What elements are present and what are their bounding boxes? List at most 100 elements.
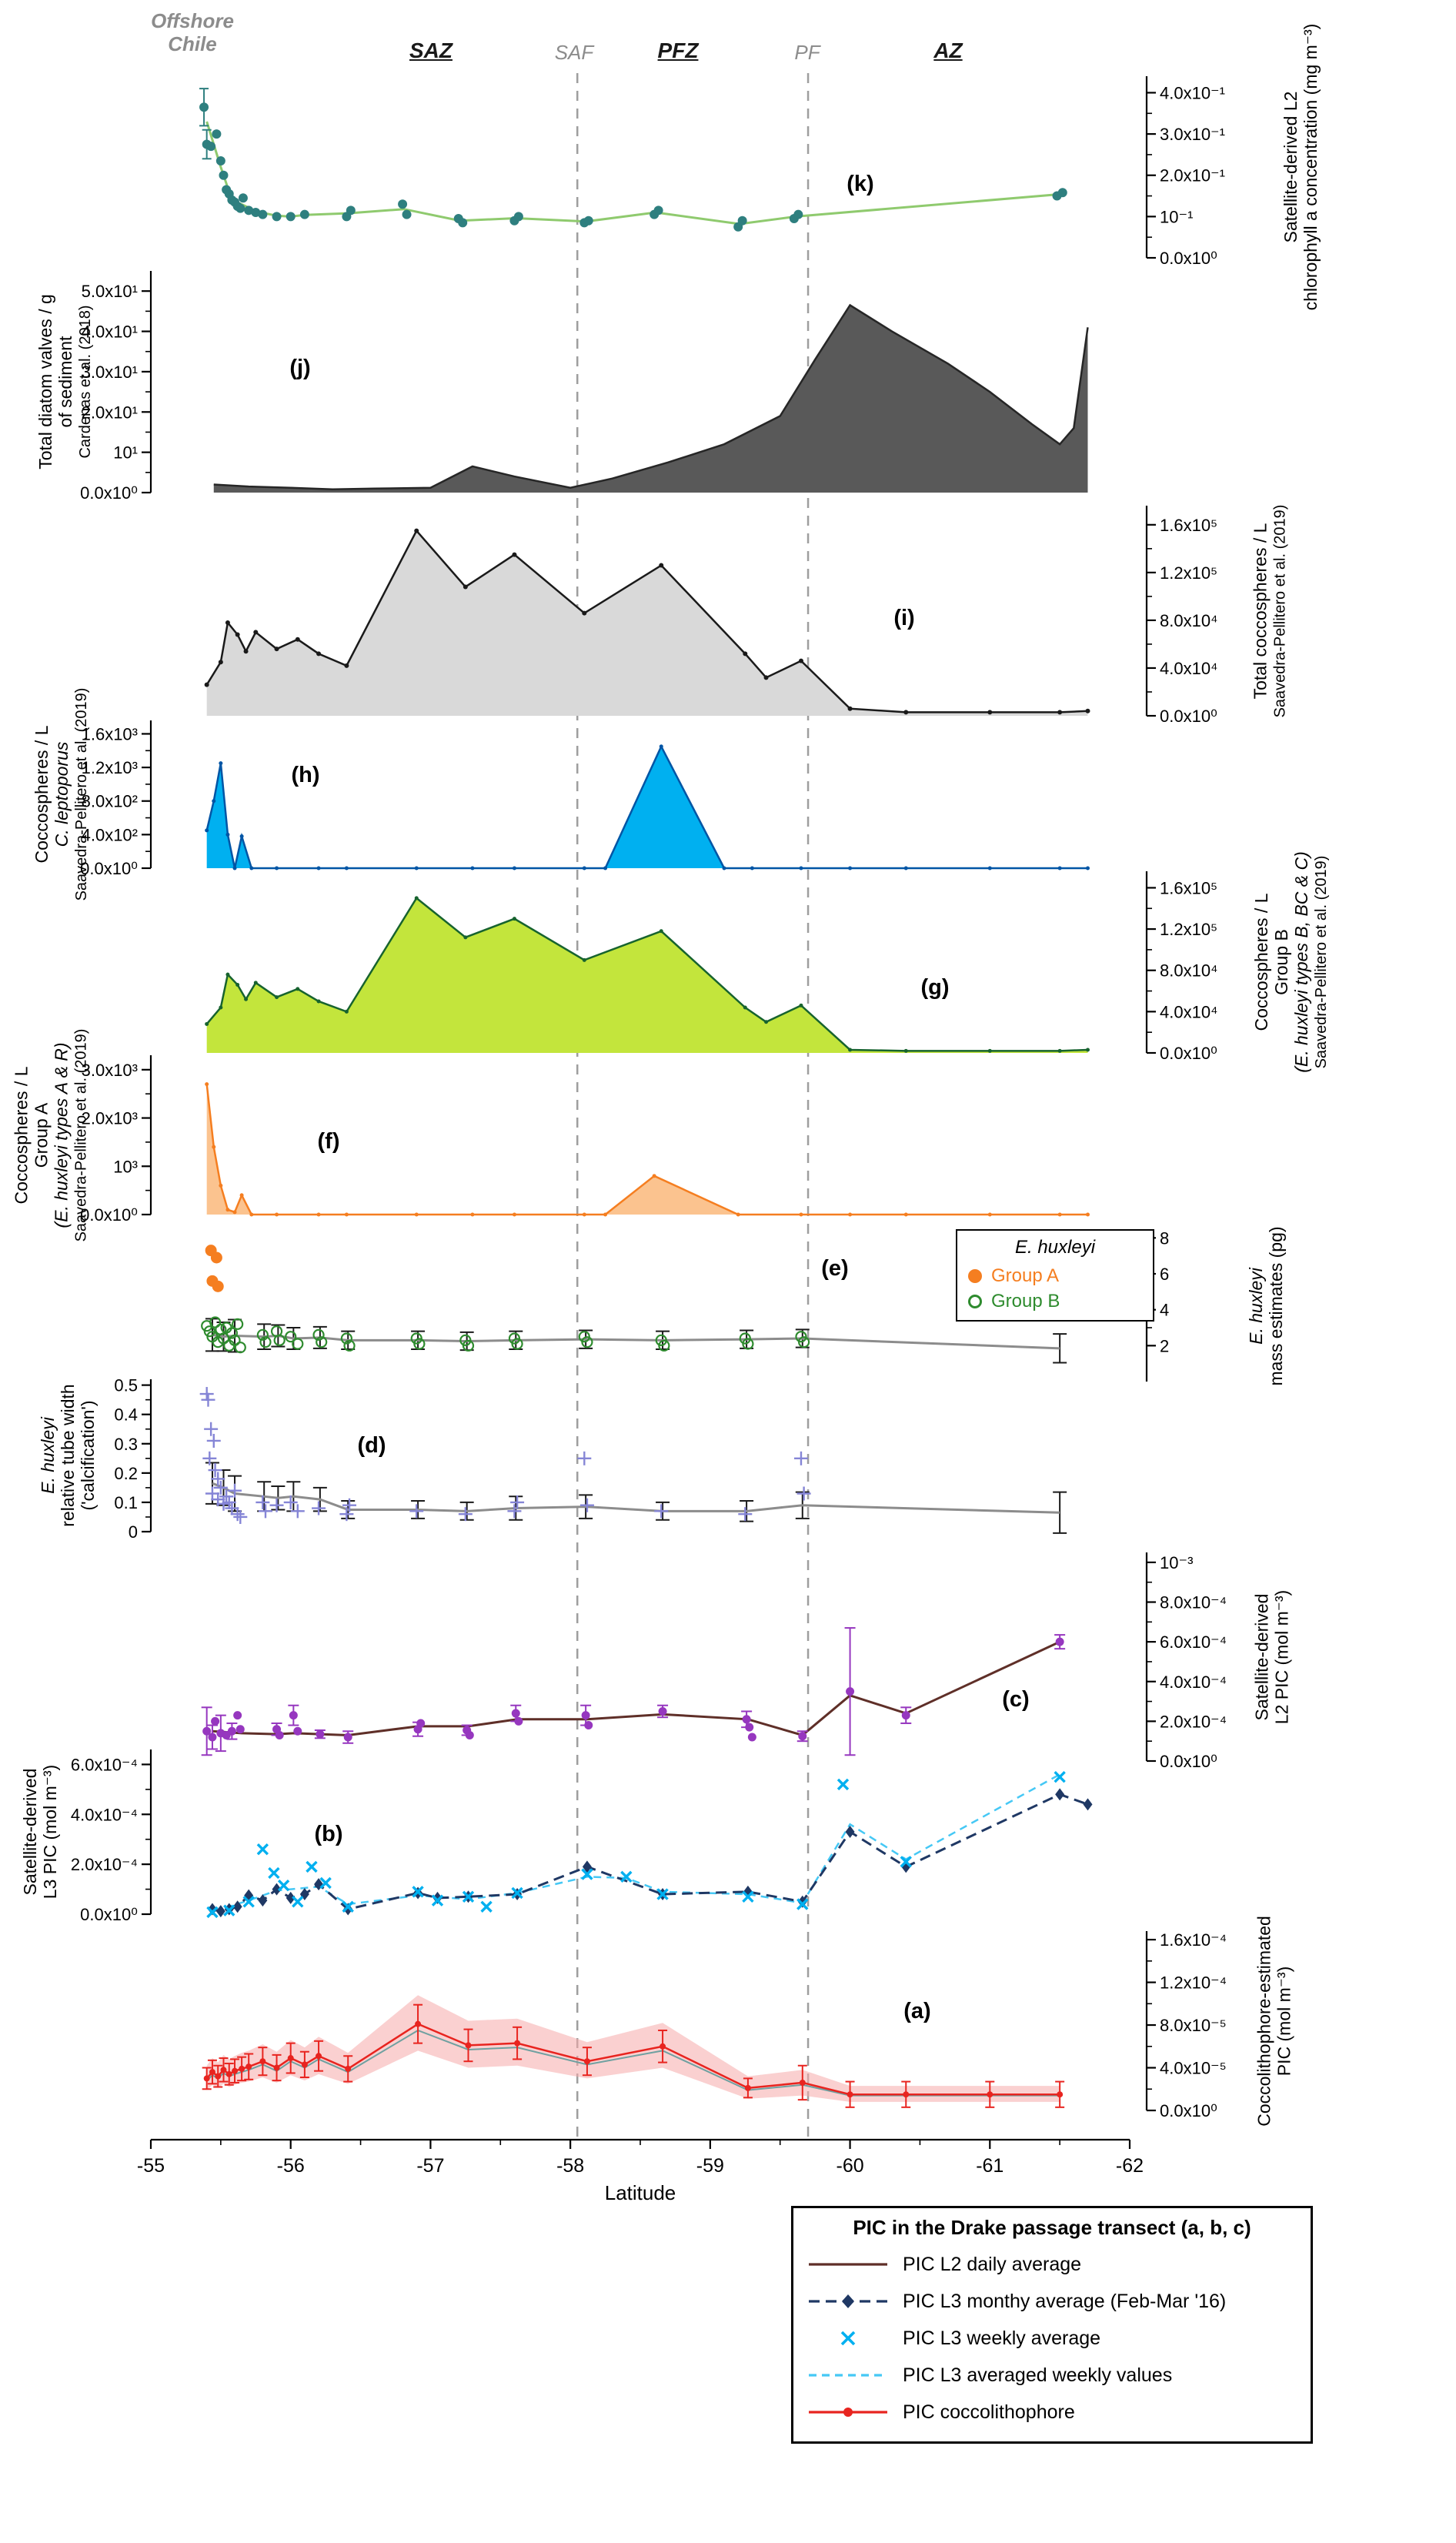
zone-label-saz: SAZ bbox=[409, 38, 452, 62]
panel-j-axis: 5.0x10¹ 4.0x10¹ 3.0x10¹ 2.0x10¹ 10¹ 0.0x10⁰ bbox=[80, 271, 152, 503]
panel-a-axis: 1.6x10⁻⁴ 1.2x10⁻⁴ 8.0x10⁻⁵ 4.0x10⁻⁵ 0.0x10⁰ bbox=[1145, 1930, 1227, 2120]
panel-letter-g: (g) bbox=[920, 975, 949, 1000]
panel-d-axis: 0.5 0.4 0.3 0.2 0.1 0 bbox=[114, 1376, 152, 1542]
panel-j: 5.0x10¹ 4.0x10¹ 3.0x10¹ 2.0x10¹ 10¹ 0.0x10⁰ (j… bbox=[80, 271, 1089, 503]
axis-title-g: Coccospheres / L Group B (E. huxleyi types… bbox=[1251, 771, 1331, 1153]
tick-label-k: 3.0x10⁻¹ bbox=[1160, 125, 1225, 144]
tick-label-c: 10⁻³ bbox=[1160, 1553, 1193, 1572]
panel-i: 1.6x10⁵ 1.2x10⁵ 8.0x10⁴ 4.0x10⁴ 0.0x10⁰ (i) bbox=[204, 506, 1218, 726]
tick-label-h: 8.0x10² bbox=[82, 792, 138, 811]
tick-label-a: 1.2x10⁻⁴ bbox=[1160, 1973, 1227, 1993]
panel-f-axis: 3.0x10³ 2.0x10³ 10³ 0.0x10⁰ bbox=[80, 1055, 152, 1225]
axis-title-e: E. huxleyi mass estimates (pg) bbox=[1246, 1131, 1286, 1482]
pic-legend: PIC in the Drake passage transect (a, b,… bbox=[791, 2206, 1313, 2444]
series-pic-l2-daily bbox=[212, 1640, 1060, 1737]
x-tick-label: -60 bbox=[837, 2155, 864, 2177]
panel-f: 3.0x10³ 2.0x10³ 10³ 0.0x10⁰ (f) bbox=[80, 1055, 1090, 1225]
axis-title-line: Saavedra-Pellitero et al. (2019) bbox=[1313, 855, 1330, 1069]
tick-label-d: 0.1 bbox=[114, 1493, 138, 1512]
tick-label-g: 1.2x10⁵ bbox=[1160, 920, 1217, 939]
pic-legend-row: PIC L3 averaged weekly values bbox=[806, 2357, 1298, 2394]
axis-title-j: Total diatom valves / g of sediment Carden… bbox=[35, 171, 95, 593]
series-pic-l3-weekly bbox=[206, 1770, 1066, 1919]
tick-label-e: 2 bbox=[1160, 1336, 1169, 1355]
axis-title-line: (E. huxleyi types A & R) bbox=[51, 1041, 71, 1228]
axis-title-line: Satellite-derived L2 bbox=[1281, 91, 1301, 243]
tick-label-d: 0.3 bbox=[114, 1435, 138, 1454]
tick-label-j: 0.0x10⁰ bbox=[80, 483, 138, 503]
axis-title-a: Coccolithophore-estimated PIC (mol m⁻³) bbox=[1254, 1831, 1294, 2211]
tick-label-i: 4.0x10⁴ bbox=[1160, 659, 1218, 678]
legend-l2-daily-label: PIC L2 daily average bbox=[903, 2253, 1082, 2275]
series-diatom-valves bbox=[213, 303, 1089, 493]
axis-title-c: Satellite-derived L2 PIC (mol m⁻³) bbox=[1251, 1452, 1291, 1861]
x-tick-label: -56 bbox=[277, 2155, 305, 2177]
tick-label-h: 1.2x10³ bbox=[82, 758, 138, 777]
tick-label-f: 2.0x10³ bbox=[82, 1109, 138, 1128]
panel-c-axis: 10⁻³ 8.0x10⁻⁴ 6.0x10⁻⁴ 4.0x10⁻⁴ 2.0x10⁻⁴ 0.0x… bbox=[1145, 1552, 1227, 1771]
tick-label-f: 3.0x10³ bbox=[82, 1061, 138, 1080]
legend-cocco-label: PIC coccolithophore bbox=[903, 2401, 1075, 2423]
series-total-coccospheres bbox=[204, 528, 1090, 716]
axis-title-f: Coccospheres / L Group A (E. huxleyi types… bbox=[11, 955, 91, 1315]
tick-label-j: 10¹ bbox=[113, 443, 138, 463]
panel-k-axis: 4.0x10⁻¹ 3.0x10⁻¹ 2.0x10⁻¹ 10⁻¹ 0.0x10⁰ bbox=[1145, 76, 1225, 268]
panel-g-axis: 1.6x10⁵ 1.2x10⁵ 8.0x10⁴ 4.0x10⁴ 0.0x10⁰ bbox=[1145, 871, 1218, 1063]
groupA-marker-icon bbox=[968, 1268, 982, 1283]
series-chlorophyll-obs bbox=[199, 88, 1067, 232]
panel-i-axis: 1.6x10⁵ 1.2x10⁵ 8.0x10⁴ 4.0x10⁴ 0.0x10⁰ bbox=[1145, 506, 1218, 726]
panel-letter-j: (j) bbox=[289, 356, 310, 380]
axis-title-h: Coccospheres / L C. leptoporus Saavedra-Pe… bbox=[32, 620, 92, 968]
tick-label-c: 8.0x10⁻⁴ bbox=[1160, 1593, 1227, 1612]
panel-h-axis: 1.6x10³ 1.2x10³ 8.0x10² 4.0x10² 0.0x10⁰ bbox=[80, 720, 152, 878]
tick-label-g: 4.0x10⁴ bbox=[1160, 1002, 1218, 1021]
tick-label-g: 8.0x10⁴ bbox=[1160, 961, 1218, 981]
legend-swatch-l3-monthly-icon bbox=[809, 2294, 887, 2308]
tick-label-a: 8.0x10⁻⁵ bbox=[1160, 2016, 1227, 2035]
tick-label-k: 0.0x10⁰ bbox=[1160, 249, 1217, 268]
tick-label-c: 0.0x10⁰ bbox=[1160, 1752, 1217, 1771]
ehux-legend-title: E. huxleyi bbox=[1014, 1237, 1096, 1258]
series-ehux-group-b bbox=[205, 896, 1090, 1053]
panel-b-axis: 6.0x10⁻⁴ 4.0x10⁻⁴ 2.0x10⁻⁴ 0.0x10⁰ bbox=[71, 1749, 152, 1924]
axis-title-line: ('calcification') bbox=[78, 1400, 98, 1511]
x-tick-label: -58 bbox=[556, 2155, 584, 2177]
axis-title-b: Satellite-derived L3 PIC (mol m⁻³) bbox=[20, 1649, 60, 2014]
series-c-leptoporus bbox=[205, 744, 1090, 871]
panel-d: 0.5 0.4 0.3 0.2 0.1 0 (d) bbox=[114, 1376, 1067, 1542]
panel-letter-b: (b) bbox=[314, 1822, 342, 1846]
front-lines bbox=[576, 73, 810, 2140]
tick-label-k: 10⁻¹ bbox=[1160, 207, 1193, 226]
pic-legend-title: PIC in the Drake passage transect (a, b,… bbox=[853, 2216, 1251, 2239]
tick-label-b: 4.0x10⁻⁴ bbox=[71, 1805, 138, 1824]
tick-label-h: 1.6x10³ bbox=[82, 724, 138, 744]
legend-l3-weekly-label: PIC L3 weekly average bbox=[903, 2327, 1101, 2349]
tick-label-e: 8 bbox=[1160, 1228, 1169, 1248]
ehux-legend-row-group-a: Group A bbox=[968, 1263, 1142, 1288]
tick-label-c: 6.0x10⁻⁴ bbox=[1160, 1632, 1227, 1652]
x-axis-title: Latitude bbox=[604, 2181, 676, 2204]
panel-letter-i: (i) bbox=[893, 606, 914, 630]
series-mass-mean bbox=[205, 1318, 1067, 1364]
axis-title-line: Coccospheres / L bbox=[32, 725, 52, 864]
tick-label-i: 1.2x10⁵ bbox=[1160, 563, 1217, 583]
tick-label-j: 3.0x10¹ bbox=[82, 363, 138, 382]
axis-title-line: Satellite-derived bbox=[20, 1768, 40, 1896]
zone-label-pf: PF bbox=[794, 41, 820, 64]
panel-k: 4.0x10⁻¹ 3.0x10⁻¹ 2.0x10⁻¹ 10⁻¹ 0.0x10⁰ (k) bbox=[199, 76, 1225, 268]
x-tick-label: -62 bbox=[1116, 2155, 1144, 2177]
legend-swatch-l2-daily-icon bbox=[809, 2263, 887, 2266]
tick-label-i: 1.6x10⁵ bbox=[1160, 516, 1217, 535]
tick-label-j: 5.0x10¹ bbox=[82, 282, 138, 301]
series-pic-l2-obs bbox=[201, 1627, 1066, 1756]
tick-label-a: 1.6x10⁻⁴ bbox=[1160, 1930, 1227, 1950]
axis-title-line: C. leptoporus bbox=[52, 741, 72, 847]
ehux-legend-row-group-b: Group B bbox=[968, 1288, 1142, 1314]
pic-legend-row: PIC L3 weekly average bbox=[806, 2320, 1298, 2357]
tick-label-g: 0.0x10⁰ bbox=[1160, 1044, 1217, 1063]
series-mass-group-b bbox=[201, 1316, 810, 1354]
panel-letter-d: (d) bbox=[357, 1433, 386, 1458]
tick-label-j: 4.0x10¹ bbox=[82, 322, 138, 342]
